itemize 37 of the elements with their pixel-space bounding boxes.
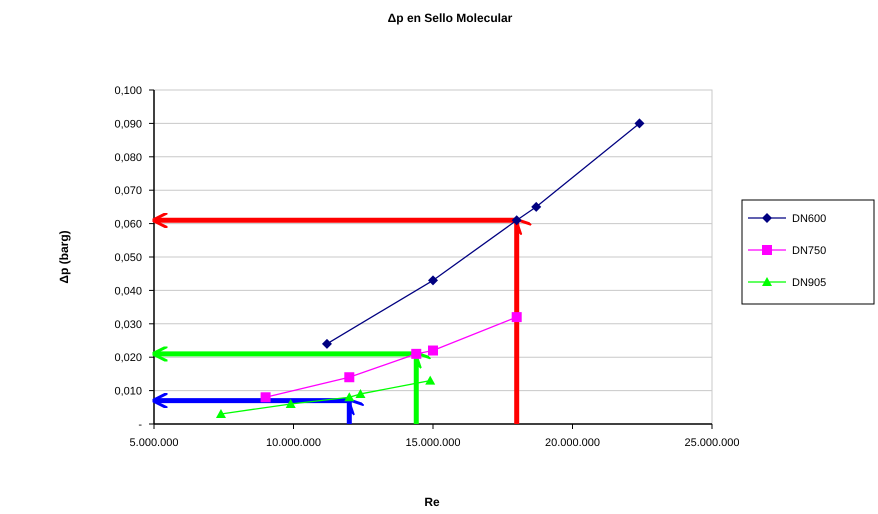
y-tick-label: 0,060 bbox=[114, 218, 142, 231]
y-tick-label: - bbox=[138, 419, 142, 431]
y-tick-label: 0,040 bbox=[114, 285, 142, 298]
point bbox=[512, 312, 522, 322]
point bbox=[531, 202, 542, 212]
y-tick-label: 0,100 bbox=[114, 85, 142, 97]
point bbox=[344, 372, 354, 382]
legend-label: DN905 bbox=[792, 277, 826, 289]
point bbox=[355, 388, 366, 398]
chart-title: Δp en Sello Molecular bbox=[388, 11, 513, 25]
x-tick-label: 10.000.000 bbox=[266, 437, 322, 449]
point bbox=[344, 392, 354, 402]
point bbox=[216, 408, 226, 418]
y-tick-label: 0,080 bbox=[114, 152, 142, 164]
y-axis-title: Δp (barg) bbox=[57, 230, 71, 284]
y-tick-label: 0,090 bbox=[114, 118, 142, 130]
legend-label: DN750 bbox=[792, 245, 826, 257]
point bbox=[512, 215, 522, 226]
point bbox=[428, 346, 438, 356]
x-tick-label: 5.000.000 bbox=[130, 437, 178, 449]
point bbox=[260, 392, 271, 402]
y-tick-label: 0,020 bbox=[114, 352, 142, 364]
y-tick-label: 0,050 bbox=[114, 252, 142, 264]
x-tick-label: 20.000.000 bbox=[544, 437, 600, 449]
point bbox=[322, 338, 332, 349]
point bbox=[286, 398, 296, 408]
x-tick-label: 25.000.000 bbox=[684, 437, 740, 449]
legend-label: DN600 bbox=[792, 213, 826, 225]
point bbox=[634, 118, 644, 128]
y-tick-label: 0,070 bbox=[114, 185, 142, 198]
x-tick-label: 15.000.000 bbox=[405, 437, 461, 449]
y-tick-label: 0,030 bbox=[114, 318, 142, 331]
point bbox=[425, 376, 436, 385]
y-tick-label: 0,010 bbox=[114, 386, 142, 398]
point bbox=[411, 348, 422, 359]
point bbox=[428, 275, 438, 286]
x-axis-title: Re bbox=[424, 495, 440, 509]
